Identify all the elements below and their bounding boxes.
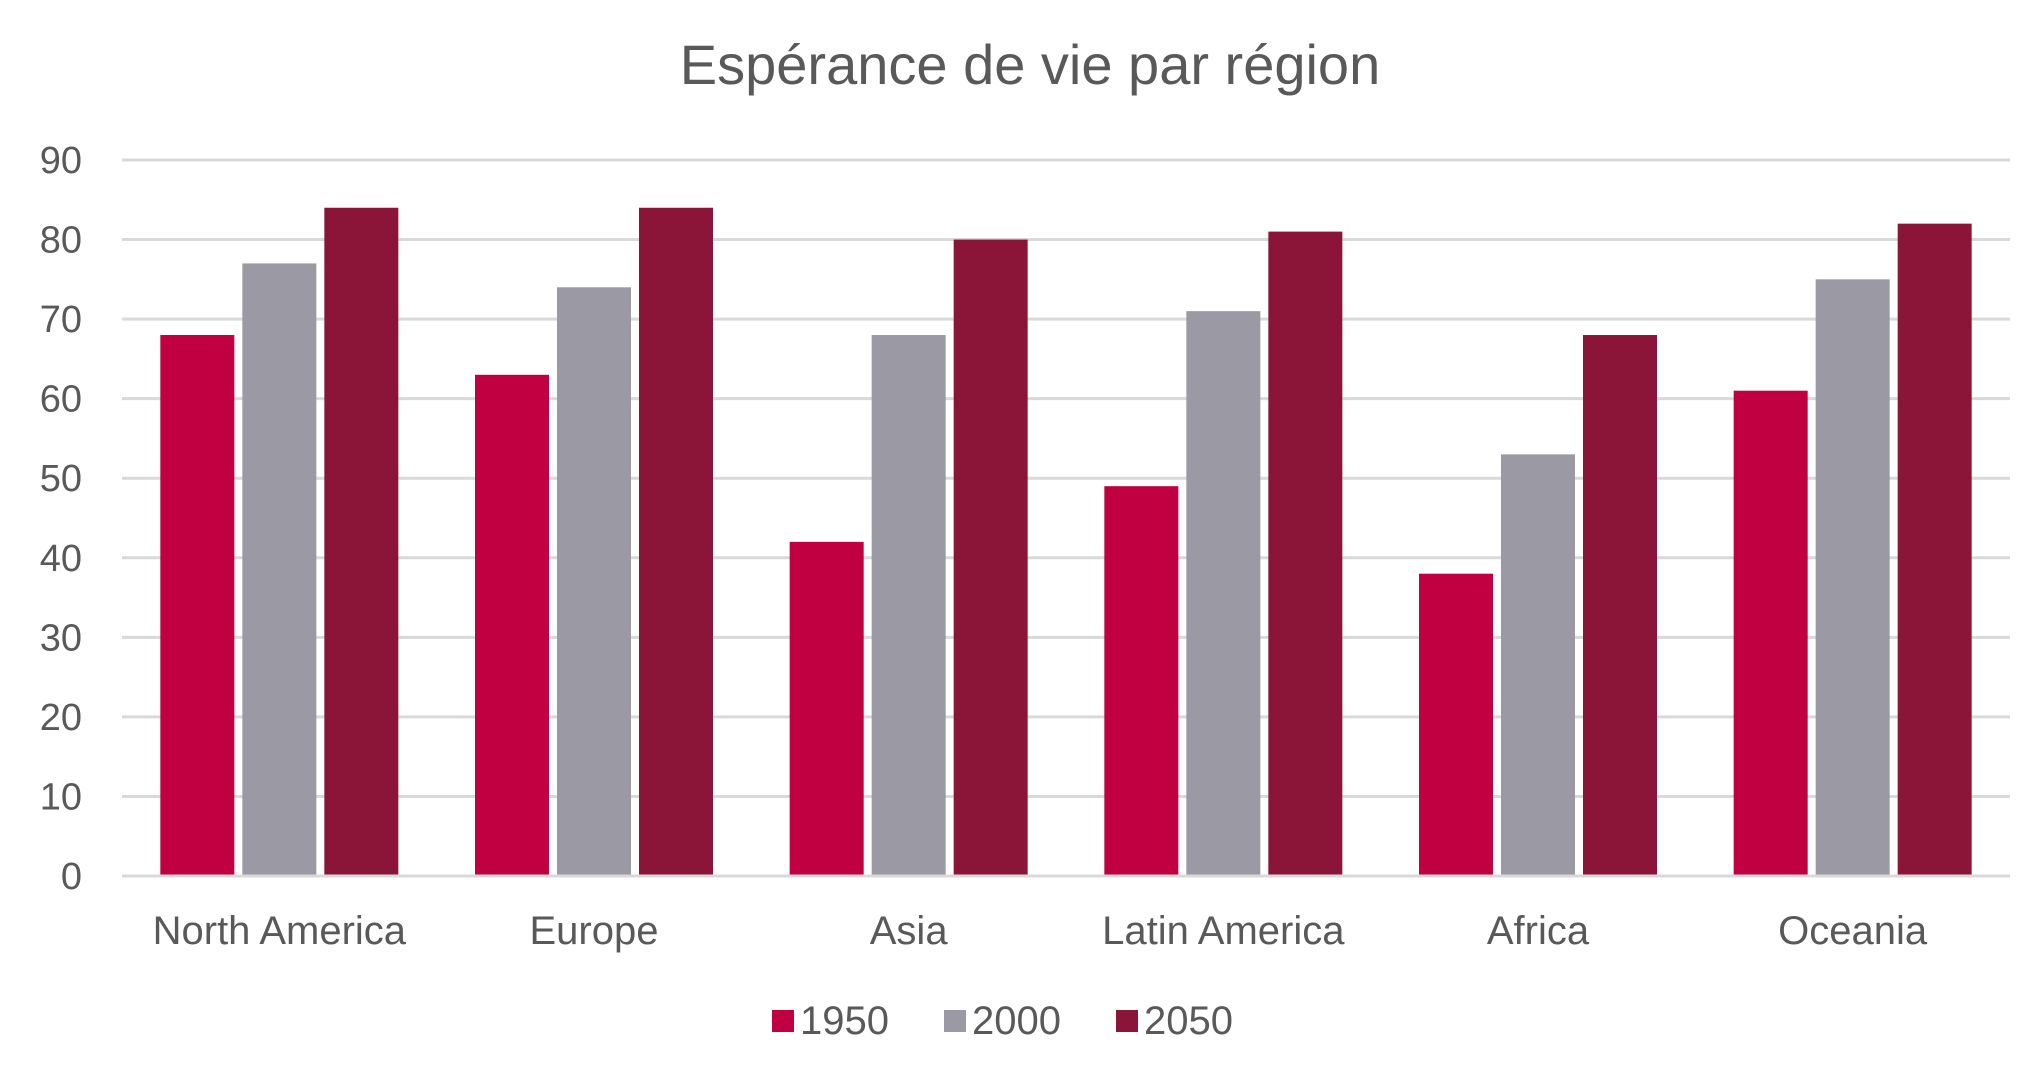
- bar-2050-0: [324, 207, 399, 876]
- x-category-label: North America: [153, 909, 407, 953]
- legend-swatch-2000: [944, 1010, 966, 1032]
- y-tick-label: 90: [40, 140, 82, 182]
- bar-1950-4: [1419, 573, 1493, 876]
- bar-2050-4: [1583, 335, 1657, 876]
- x-category-label: Africa: [1487, 909, 1590, 953]
- legend-label: 1950: [800, 999, 889, 1043]
- gridlines: [122, 158, 2010, 798]
- y-tick-label: 70: [40, 299, 82, 341]
- y-tick-label: 60: [40, 379, 82, 421]
- bar-2000-1: [557, 287, 631, 876]
- bar-2050-5: [1897, 223, 1972, 877]
- bar-1950-3: [1104, 486, 1179, 876]
- y-tick-label: 10: [40, 776, 82, 818]
- bar-1950-0: [160, 335, 235, 876]
- bar-1950-5: [1733, 390, 1808, 876]
- bar-1950-1: [475, 374, 549, 876]
- x-category-label: Asia: [870, 909, 949, 953]
- bar-2050-3: [1268, 231, 1343, 877]
- y-tick-label: 0: [61, 856, 82, 898]
- chart-title: Espérance de vie par région: [680, 33, 1380, 96]
- y-tick-label: 30: [40, 617, 82, 659]
- y-tick-label: 20: [40, 697, 82, 739]
- legend: 1950 2000 2050: [772, 999, 1233, 1043]
- y-tick-label: 50: [40, 458, 82, 500]
- x-category-label: Oceania: [1778, 909, 1928, 953]
- x-axis-categories: North America Europe Asia Latin America Afri…: [153, 909, 1928, 953]
- legend-swatch-1950: [772, 1010, 794, 1032]
- y-axis-ticks: 0 10 20 30 40 50 60 70 80 90: [40, 140, 82, 898]
- y-tick-label: 80: [40, 220, 82, 262]
- legend-label: 2000: [972, 999, 1061, 1043]
- bar-2000-0: [242, 263, 317, 876]
- x-category-label: Latin America: [1102, 909, 1345, 953]
- bar-2050-2: [953, 239, 1028, 877]
- bar-2000-5: [1815, 279, 1890, 876]
- bars: [160, 207, 1972, 877]
- bar-1950-2: [789, 541, 864, 876]
- legend-swatch-2050: [1116, 1010, 1138, 1032]
- y-tick-label: 40: [40, 538, 82, 580]
- bar-2000-3: [1186, 311, 1261, 877]
- bar-2050-1: [639, 207, 713, 876]
- bar-2000-4: [1501, 454, 1575, 876]
- x-category-label: Europe: [530, 909, 659, 953]
- bar-2000-2: [871, 335, 946, 876]
- legend-label: 2050: [1144, 999, 1233, 1043]
